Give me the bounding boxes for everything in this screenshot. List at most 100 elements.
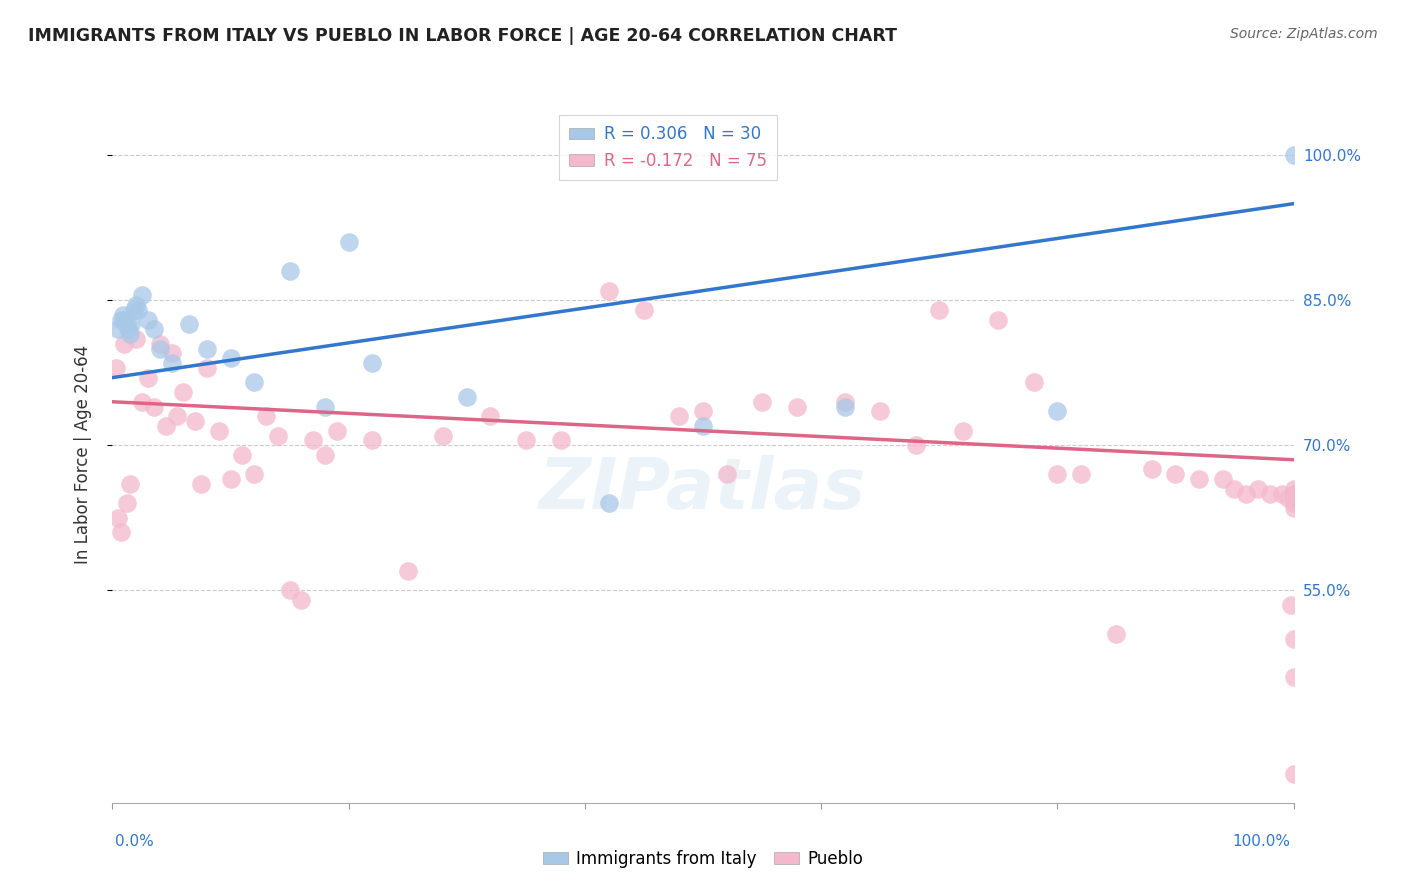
- Pueblo: [633, 303, 655, 318]
- Pueblo: [278, 583, 301, 598]
- Pueblo: [904, 438, 927, 452]
- Immigrants from Italy: [142, 322, 165, 336]
- Pueblo: [149, 336, 172, 351]
- Pueblo: [326, 424, 349, 438]
- Pueblo: [1234, 486, 1257, 500]
- Immigrants from Italy: [110, 312, 132, 326]
- Text: 0.0%: 0.0%: [115, 834, 155, 849]
- Pueblo: [1282, 767, 1305, 781]
- Pueblo: [716, 467, 738, 482]
- Pueblo: [267, 428, 290, 442]
- Pueblo: [432, 428, 454, 442]
- Y-axis label: In Labor Force | Age 20-64: In Labor Force | Age 20-64: [73, 345, 91, 565]
- Immigrants from Italy: [195, 342, 218, 356]
- Pueblo: [1282, 491, 1305, 506]
- Pueblo: [131, 394, 153, 409]
- Pueblo: [751, 394, 773, 409]
- Pueblo: [668, 409, 690, 424]
- Pueblo: [142, 400, 165, 414]
- Immigrants from Italy: [1046, 404, 1069, 418]
- Immigrants from Italy: [107, 322, 129, 336]
- Pueblo: [1188, 472, 1211, 486]
- Pueblo: [786, 400, 808, 414]
- Pueblo: [208, 424, 231, 438]
- Pueblo: [105, 361, 128, 376]
- Pueblo: [515, 434, 537, 448]
- Pueblo: [1282, 486, 1305, 500]
- Legend: Immigrants from Italy, Pueblo: Immigrants from Italy, Pueblo: [537, 844, 869, 875]
- Pueblo: [231, 448, 253, 462]
- Pueblo: [243, 467, 266, 482]
- Pueblo: [112, 336, 135, 351]
- Pueblo: [195, 361, 218, 376]
- Pueblo: [1258, 486, 1281, 500]
- Pueblo: [1140, 462, 1163, 476]
- Pueblo: [1271, 486, 1294, 500]
- Immigrants from Italy: [117, 322, 139, 336]
- Immigrants from Italy: [278, 264, 301, 278]
- Pueblo: [598, 284, 620, 298]
- Pueblo: [1282, 491, 1305, 506]
- Pueblo: [120, 476, 142, 491]
- Immigrants from Italy: [149, 342, 172, 356]
- Pueblo: [219, 472, 242, 486]
- Pueblo: [302, 434, 325, 448]
- Pueblo: [115, 496, 138, 510]
- Pueblo: [1022, 376, 1045, 390]
- Pueblo: [1247, 482, 1270, 496]
- Pueblo: [1212, 472, 1234, 486]
- Immigrants from Italy: [834, 400, 856, 414]
- Pueblo: [396, 564, 419, 578]
- Pueblo: [1282, 486, 1305, 500]
- Immigrants from Italy: [112, 308, 135, 322]
- Immigrants from Italy: [692, 419, 714, 434]
- Immigrants from Italy: [112, 312, 135, 326]
- Pueblo: [1282, 491, 1305, 506]
- Immigrants from Italy: [131, 288, 153, 302]
- Pueblo: [987, 312, 1010, 326]
- Immigrants from Italy: [120, 318, 142, 332]
- Pueblo: [1282, 496, 1305, 510]
- Pueblo: [1046, 467, 1069, 482]
- Immigrants from Italy: [1282, 148, 1305, 162]
- Pueblo: [190, 476, 212, 491]
- Immigrants from Italy: [125, 298, 148, 312]
- Immigrants from Italy: [179, 318, 201, 332]
- Pueblo: [1282, 482, 1305, 496]
- Immigrants from Italy: [115, 318, 138, 332]
- Pueblo: [155, 419, 177, 434]
- Pueblo: [314, 448, 336, 462]
- Pueblo: [1223, 482, 1246, 496]
- Immigrants from Italy: [456, 390, 478, 404]
- Immigrants from Italy: [219, 351, 242, 366]
- Pueblo: [361, 434, 384, 448]
- Text: ZIPatlas: ZIPatlas: [540, 455, 866, 524]
- Immigrants from Italy: [314, 400, 336, 414]
- Pueblo: [125, 332, 148, 346]
- Pueblo: [550, 434, 572, 448]
- Pueblo: [692, 404, 714, 418]
- Pueblo: [1105, 626, 1128, 640]
- Text: 100.0%: 100.0%: [1233, 834, 1291, 849]
- Pueblo: [254, 409, 277, 424]
- Pueblo: [1070, 467, 1092, 482]
- Immigrants from Italy: [598, 496, 620, 510]
- Pueblo: [1282, 632, 1305, 646]
- Immigrants from Italy: [136, 312, 159, 326]
- Pueblo: [1164, 467, 1187, 482]
- Pueblo: [1282, 670, 1305, 684]
- Immigrants from Italy: [361, 356, 384, 370]
- Immigrants from Italy: [243, 376, 266, 390]
- Pueblo: [869, 404, 891, 418]
- Legend: R = 0.306   N = 30, R = -0.172   N = 75: R = 0.306 N = 30, R = -0.172 N = 75: [558, 115, 776, 179]
- Pueblo: [290, 593, 312, 607]
- Pueblo: [107, 510, 129, 524]
- Immigrants from Italy: [337, 235, 360, 250]
- Pueblo: [1277, 491, 1299, 506]
- Pueblo: [160, 346, 183, 360]
- Pueblo: [928, 303, 950, 318]
- Pueblo: [110, 525, 132, 540]
- Immigrants from Italy: [127, 303, 149, 318]
- Immigrants from Italy: [160, 356, 183, 370]
- Pueblo: [184, 414, 207, 428]
